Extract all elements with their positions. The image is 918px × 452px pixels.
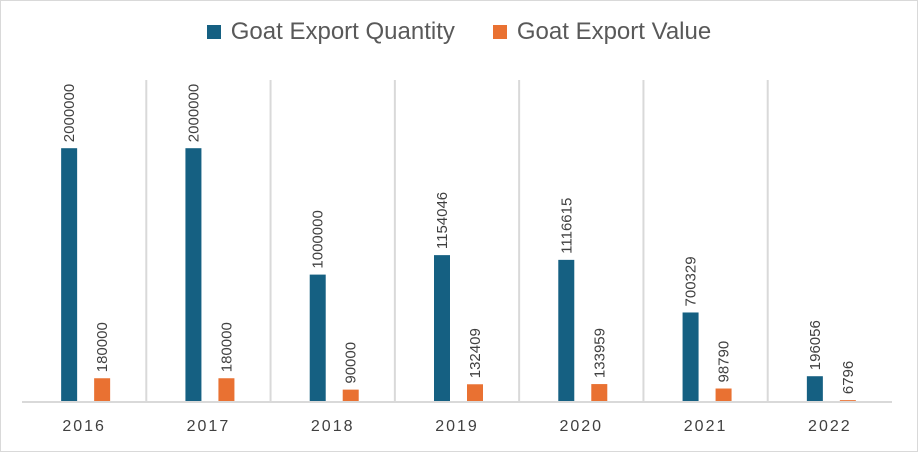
legend-swatch-value — [492, 25, 507, 39]
x-tick-label: 2017 — [187, 418, 231, 435]
x-tick-label: 2018 — [311, 418, 355, 435]
bar-quantity — [61, 148, 78, 401]
x-tick-label: 2019 — [435, 418, 479, 435]
data-label: 98790 — [716, 341, 733, 383]
data-label: 90000 — [343, 342, 360, 384]
data-label: 2000000 — [185, 84, 202, 142]
bar-value — [342, 389, 359, 401]
data-label: 132409 — [467, 328, 484, 378]
legend-swatch-quantity — [206, 25, 221, 39]
bar-value — [839, 400, 856, 401]
data-label: 700329 — [683, 256, 700, 306]
bar-quantity — [558, 259, 575, 401]
x-tick-label: 2016 — [62, 418, 106, 435]
bar-quantity — [185, 148, 202, 401]
data-label: 1154046 — [434, 192, 451, 249]
bar-quantity — [434, 255, 450, 401]
x-tick-label: 2020 — [559, 418, 603, 435]
data-label: 1116615 — [558, 198, 575, 254]
bar-value — [715, 388, 732, 401]
data-label: 1000000 — [310, 210, 327, 268]
data-label: 6796 — [840, 361, 857, 394]
data-label: 180000 — [94, 322, 111, 372]
bar-quantity — [682, 312, 699, 401]
x-tick-label: 2021 — [684, 418, 728, 435]
bar-quantity — [309, 274, 326, 401]
legend-item-value: Goat Export Value — [492, 18, 712, 46]
legend-label-quantity: Goat Export Quantity — [230, 18, 455, 45]
data-label: 196056 — [807, 320, 824, 370]
bar-value — [591, 384, 608, 401]
data-label: 180000 — [218, 322, 235, 372]
legend-label-value: Goat Export Value — [516, 18, 712, 45]
x-tick-label: 2022 — [808, 418, 852, 435]
data-label: 133959 — [591, 328, 608, 378]
bar-value — [218, 378, 235, 401]
bar-value — [467, 384, 483, 401]
data-label: 2000000 — [61, 84, 78, 142]
legend-item-quantity: Goat Export Quantity — [206, 18, 455, 46]
bar-quantity — [806, 376, 823, 401]
legend: Goat Export Quantity Goat Export Value — [0, 18, 918, 46]
bar-value — [94, 378, 111, 401]
